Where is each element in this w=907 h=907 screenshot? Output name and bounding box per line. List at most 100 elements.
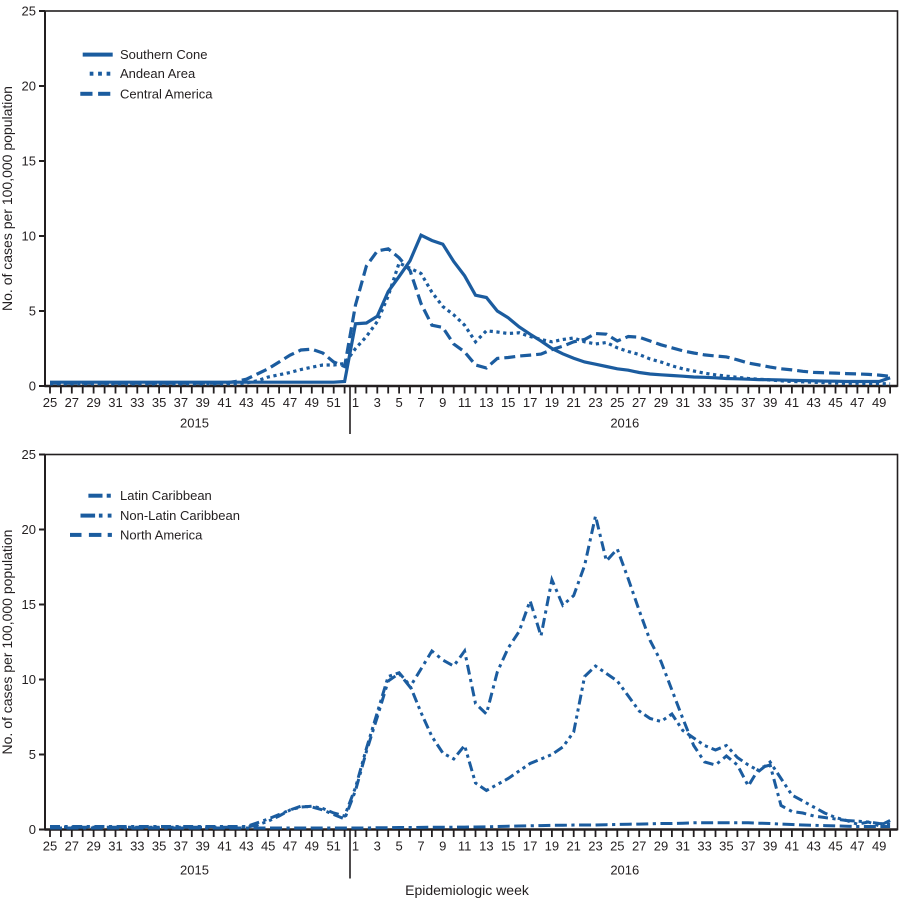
svg-text:29: 29 bbox=[86, 839, 100, 854]
svg-text:No. of cases per 100,000 popul: No. of cases per 100,000 population bbox=[0, 86, 15, 311]
svg-text:31: 31 bbox=[108, 395, 122, 410]
svg-text:15: 15 bbox=[501, 395, 515, 410]
svg-text:37: 37 bbox=[174, 395, 188, 410]
svg-text:10: 10 bbox=[22, 672, 36, 687]
svg-text:21: 21 bbox=[566, 395, 580, 410]
svg-text:33: 33 bbox=[697, 395, 711, 410]
svg-text:Andean Area: Andean Area bbox=[120, 66, 196, 81]
svg-text:11: 11 bbox=[458, 839, 472, 854]
svg-text:33: 33 bbox=[130, 839, 144, 854]
svg-text:31: 31 bbox=[676, 395, 690, 410]
svg-text:15: 15 bbox=[22, 154, 36, 169]
svg-text:35: 35 bbox=[152, 839, 166, 854]
svg-text:37: 37 bbox=[741, 839, 755, 854]
svg-text:29: 29 bbox=[86, 395, 100, 410]
svg-text:29: 29 bbox=[654, 839, 668, 854]
svg-text:35: 35 bbox=[719, 839, 733, 854]
svg-text:39: 39 bbox=[763, 395, 777, 410]
svg-text:5: 5 bbox=[395, 839, 402, 854]
svg-text:19: 19 bbox=[545, 395, 559, 410]
svg-text:0: 0 bbox=[29, 822, 36, 837]
svg-text:31: 31 bbox=[676, 839, 690, 854]
svg-text:45: 45 bbox=[261, 395, 275, 410]
svg-text:9: 9 bbox=[439, 839, 446, 854]
svg-text:Central America: Central America bbox=[120, 86, 213, 101]
svg-text:Non-Latin Caribbean: Non-Latin Caribbean bbox=[120, 508, 240, 523]
svg-text:2015: 2015 bbox=[180, 863, 209, 878]
svg-text:23: 23 bbox=[588, 839, 602, 854]
svg-text:11: 11 bbox=[458, 395, 472, 410]
svg-text:7: 7 bbox=[417, 839, 424, 854]
svg-text:35: 35 bbox=[719, 395, 733, 410]
svg-text:33: 33 bbox=[697, 839, 711, 854]
svg-text:20: 20 bbox=[22, 522, 36, 537]
svg-text:19: 19 bbox=[545, 839, 559, 854]
svg-text:20: 20 bbox=[22, 79, 36, 94]
svg-text:25: 25 bbox=[610, 839, 624, 854]
svg-text:41: 41 bbox=[217, 839, 231, 854]
svg-text:37: 37 bbox=[741, 395, 755, 410]
svg-text:13: 13 bbox=[479, 839, 493, 854]
svg-text:43: 43 bbox=[806, 839, 820, 854]
svg-text:47: 47 bbox=[283, 395, 297, 410]
svg-text:27: 27 bbox=[65, 839, 79, 854]
svg-text:0: 0 bbox=[29, 379, 36, 394]
svg-text:49: 49 bbox=[305, 395, 319, 410]
svg-text:3: 3 bbox=[374, 395, 381, 410]
svg-text:3: 3 bbox=[374, 839, 381, 854]
svg-text:49: 49 bbox=[872, 395, 886, 410]
svg-text:23: 23 bbox=[588, 395, 602, 410]
svg-text:1: 1 bbox=[352, 839, 359, 854]
svg-text:25: 25 bbox=[43, 839, 57, 854]
svg-text:43: 43 bbox=[806, 395, 820, 410]
svg-text:43: 43 bbox=[239, 839, 253, 854]
svg-text:15: 15 bbox=[22, 597, 36, 612]
svg-text:31: 31 bbox=[108, 839, 122, 854]
svg-text:27: 27 bbox=[632, 839, 646, 854]
svg-text:45: 45 bbox=[828, 839, 842, 854]
svg-text:Epidemiologic week: Epidemiologic week bbox=[405, 882, 530, 898]
svg-text:2016: 2016 bbox=[610, 863, 639, 878]
svg-text:33: 33 bbox=[130, 395, 144, 410]
svg-text:41: 41 bbox=[785, 395, 799, 410]
svg-text:39: 39 bbox=[195, 395, 209, 410]
svg-text:5: 5 bbox=[395, 395, 402, 410]
svg-text:17: 17 bbox=[523, 839, 537, 854]
svg-text:41: 41 bbox=[785, 839, 799, 854]
svg-text:47: 47 bbox=[850, 395, 864, 410]
svg-text:41: 41 bbox=[217, 395, 231, 410]
svg-text:5: 5 bbox=[29, 747, 36, 762]
svg-text:Southern Cone: Southern Cone bbox=[120, 47, 207, 62]
svg-text:29: 29 bbox=[654, 395, 668, 410]
svg-text:37: 37 bbox=[174, 839, 188, 854]
svg-text:2016: 2016 bbox=[610, 416, 639, 431]
svg-text:15: 15 bbox=[501, 839, 515, 854]
svg-text:39: 39 bbox=[763, 839, 777, 854]
svg-text:21: 21 bbox=[566, 839, 580, 854]
svg-text:7: 7 bbox=[417, 395, 424, 410]
svg-text:17: 17 bbox=[523, 395, 537, 410]
svg-text:5: 5 bbox=[29, 304, 36, 319]
svg-text:25: 25 bbox=[610, 395, 624, 410]
svg-text:27: 27 bbox=[65, 395, 79, 410]
svg-text:45: 45 bbox=[261, 839, 275, 854]
svg-text:North America: North America bbox=[120, 527, 203, 542]
svg-text:35: 35 bbox=[152, 395, 166, 410]
svg-text:47: 47 bbox=[850, 839, 864, 854]
svg-text:2015: 2015 bbox=[180, 416, 209, 431]
svg-text:10: 10 bbox=[22, 229, 36, 244]
svg-text:1: 1 bbox=[352, 395, 359, 410]
svg-text:9: 9 bbox=[439, 395, 446, 410]
svg-text:47: 47 bbox=[283, 839, 297, 854]
svg-text:25: 25 bbox=[43, 395, 57, 410]
svg-text:51: 51 bbox=[326, 839, 340, 854]
svg-text:45: 45 bbox=[828, 395, 842, 410]
svg-text:No. of cases per 100,000 popul: No. of cases per 100,000 population bbox=[0, 530, 15, 755]
svg-text:49: 49 bbox=[872, 839, 886, 854]
svg-text:Latin Caribbean: Latin Caribbean bbox=[120, 488, 212, 503]
svg-text:27: 27 bbox=[632, 395, 646, 410]
svg-text:51: 51 bbox=[326, 395, 340, 410]
svg-text:43: 43 bbox=[239, 395, 253, 410]
svg-text:25: 25 bbox=[22, 447, 36, 462]
svg-text:25: 25 bbox=[22, 4, 36, 19]
